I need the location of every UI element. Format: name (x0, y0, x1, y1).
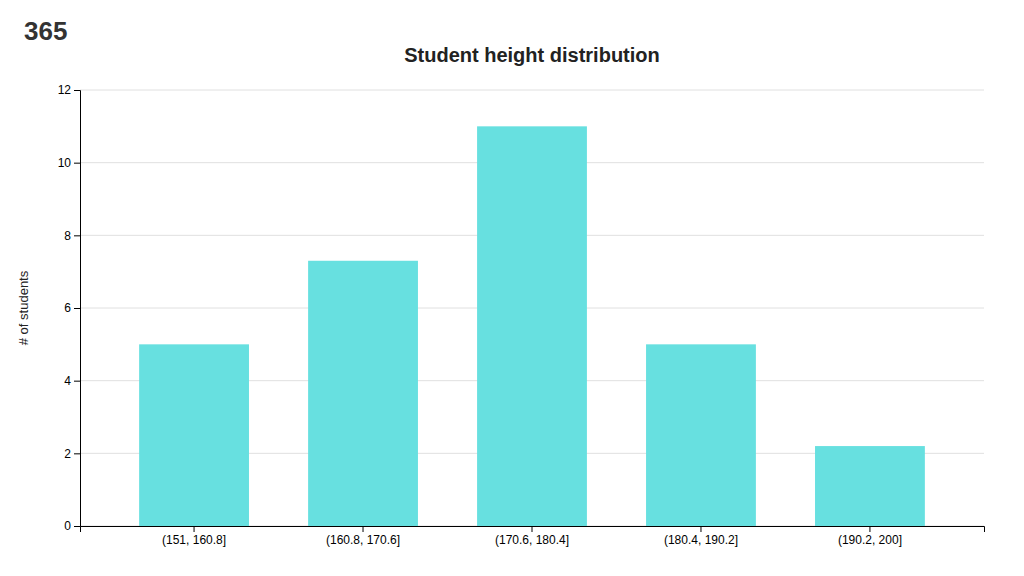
bar (139, 344, 249, 526)
tick-label: 10 (58, 156, 72, 170)
tick-label: (190.2, 200] (838, 533, 902, 547)
bar (308, 261, 418, 526)
tick: (151, 160.8] (162, 526, 226, 547)
tick-mark (869, 526, 870, 532)
tick-mark (700, 526, 701, 532)
tick-label: 4 (64, 374, 71, 388)
tick-mark (74, 308, 80, 309)
tick-label: 2 (64, 447, 71, 461)
tick-mark (74, 453, 80, 454)
tick: 10 (58, 156, 80, 170)
tick-mark (74, 235, 80, 236)
tick: (190.2, 200] (838, 526, 902, 547)
chart: 365 Student height distribution 0 2 4 6 8 10 12 (… (0, 0, 1024, 576)
tick-label: 8 (64, 229, 71, 243)
tick-label: 12 (58, 83, 72, 97)
tick-label: (151, 160.8] (162, 533, 226, 547)
tick: (160.8, 170.6] (326, 526, 400, 547)
tick: (180.4, 190.2] (664, 526, 738, 547)
tick-mark (363, 526, 364, 532)
tick-mark (74, 163, 80, 164)
bar (477, 126, 587, 526)
annotation: 365 (24, 16, 67, 46)
tick-label: (180.4, 190.2] (664, 533, 738, 547)
y-axis: 0 2 4 6 8 10 12 (58, 83, 81, 533)
bar (815, 446, 925, 526)
tick-mark (74, 90, 80, 91)
tick: 0 (64, 519, 80, 533)
tick: 4 (64, 374, 80, 388)
bars (139, 126, 925, 526)
axis-line (74, 91, 81, 527)
title: Student height distribution (404, 44, 660, 66)
tick-mark (74, 526, 80, 527)
bar (646, 344, 756, 526)
tick-mark (194, 526, 195, 532)
tick-label: 6 (64, 301, 71, 315)
y-axis-label: # of students (16, 270, 31, 345)
tick-label: 0 (64, 519, 71, 533)
tick: 6 (64, 301, 80, 315)
tick: 2 (64, 447, 80, 461)
tick-mark (532, 526, 533, 532)
tick-mark (74, 381, 80, 382)
plot: 0 2 4 6 8 10 12 (151, 160.8] (160.8, 170.6] (170.… (58, 83, 985, 546)
tick: (170.6, 180.4] (495, 526, 569, 547)
tick: 12 (58, 83, 80, 97)
tick: 8 (64, 229, 80, 243)
grid (80, 90, 984, 526)
tick-label: (170.6, 180.4] (495, 533, 569, 547)
axis-line (81, 527, 985, 533)
tick-label: (160.8, 170.6] (326, 533, 400, 547)
grid-line (80, 90, 984, 91)
x-axis: (151, 160.8] (160.8, 170.6] (170.6, 180.4]… (81, 526, 985, 547)
